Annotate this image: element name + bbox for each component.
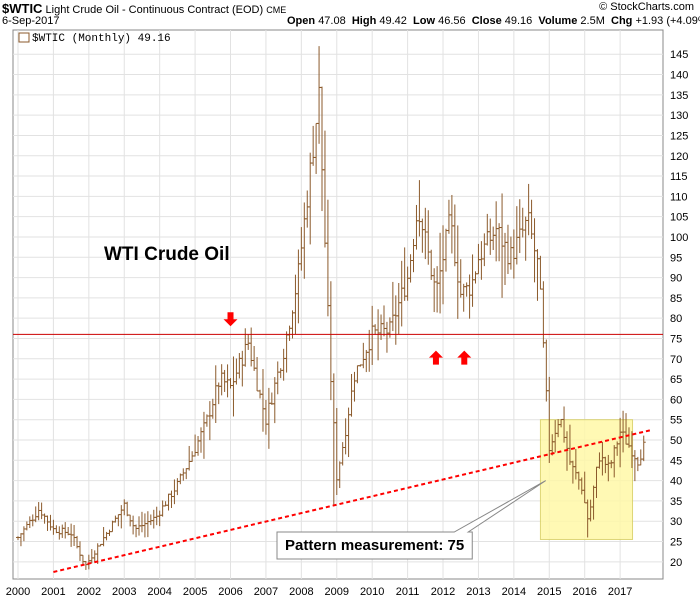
x-axis-labels: 2000 2001 2002 2003 2004 2005 2006 2007 2008 2009… (6, 586, 633, 598)
change-label: Chg (611, 15, 633, 27)
low-label: Low (413, 15, 436, 27)
y-tick-label: 55 (670, 415, 682, 427)
price-bars (16, 46, 646, 570)
header-date: 6-Sep-2017 (2, 15, 60, 27)
x-tick-label: 2003 (112, 586, 136, 598)
highlight-box (539, 419, 634, 540)
x-gridlines (17, 30, 621, 579)
y-tick-label: 135 (670, 90, 688, 102)
arrow-down-icon (223, 312, 238, 327)
arrow-up-icon (428, 350, 443, 365)
y-tick-label: 65 (670, 374, 682, 386)
annotation-text: Pattern measurement: 75 (285, 537, 464, 554)
y-tick-label: 140 (670, 70, 688, 82)
x-tick-label: 2001 (41, 586, 65, 598)
low-value: 46.56 (438, 15, 466, 27)
y-tick-label: 30 (670, 516, 682, 528)
x-tick-label: 2011 (396, 586, 420, 598)
y-tick-label: 95 (670, 252, 682, 264)
close-label: Close (471, 15, 502, 27)
plot-frame (12, 29, 664, 580)
x-tick-label: 2008 (289, 586, 313, 598)
change-value: +1.93 (+4.09%) (635, 15, 700, 27)
y-tick-label: 70 (670, 354, 682, 366)
y-tick-label: 25 (670, 537, 682, 549)
open-label: Open (287, 15, 316, 27)
x-tick-label: 2010 (360, 586, 384, 598)
x-tick-label: 2015 (537, 586, 561, 598)
y-tick-label: 145 (670, 49, 688, 61)
y-tick-label: 100 (670, 232, 688, 244)
overlay-layer (13, 333, 663, 573)
close-value: 49.16 (504, 15, 533, 27)
highlight-layer (539, 419, 634, 540)
y-tick-label: 50 (670, 435, 682, 447)
y-tick-label: 120 (670, 151, 688, 163)
high-value: 49.42 (379, 15, 407, 27)
arrow-markers (223, 312, 472, 365)
x-tick-label: 2004 (147, 586, 171, 598)
y-tick-label: 115 (670, 171, 688, 183)
x-tick-label: 2017 (608, 586, 632, 598)
y-tick-label: 60 (670, 394, 682, 406)
y-tick-label: 40 (670, 476, 682, 488)
stockcharts-brand: © StockCharts.com (599, 1, 694, 13)
y-tick-label: 80 (670, 313, 682, 325)
chart-header: $WTIC Light Crude Oil - Continuous Contr… (0, 0, 700, 30)
x-tick-label: 2000 (6, 586, 30, 598)
legend-swatch (18, 32, 30, 43)
y-tick-label: 125 (670, 130, 688, 142)
open-value: 47.08 (318, 15, 346, 27)
y-tick-label: 45 (670, 455, 682, 467)
legend: $WTIC (Monthly) 49.16 (18, 32, 171, 45)
x-tick-label: 2007 (254, 586, 278, 598)
x-tick-label: 2006 (218, 586, 242, 598)
y-tick-label: 130 (670, 110, 688, 122)
volume-value: 2.5M (580, 15, 605, 27)
volume-label: Volume (538, 15, 578, 27)
x-tick-label: 2009 (325, 586, 349, 598)
annotation-callout (276, 480, 547, 560)
high-label: High (351, 15, 377, 27)
y-tick-label: 90 (670, 273, 682, 285)
x-tick-label: 2013 (466, 586, 490, 598)
x-tick-label: 2014 (502, 586, 526, 598)
dashed-trendline (53, 428, 653, 573)
ticker-description: Light Crude Oil - Continuous Contract (E… (45, 4, 264, 16)
arrow-up-icon (457, 350, 472, 365)
x-tick-label: 2005 (183, 586, 207, 598)
ticker-symbol: $WTIC (2, 1, 43, 16)
y-tick-label: 110 (670, 191, 688, 203)
pattern-annotation: Pattern measurement: 75 (276, 480, 547, 560)
y-gridlines (13, 53, 663, 563)
y-tick-label: 75 (670, 333, 682, 345)
ohlc-readout: Open 47.08 High 49.42 Low 46.56 Close 49… (287, 15, 700, 27)
y-tick-label: 35 (670, 496, 682, 508)
y-tick-label: 85 (670, 293, 682, 305)
x-tick-label: 2002 (77, 586, 101, 598)
legend-label: $WTIC (Monthly) 49.16 (32, 33, 171, 45)
x-tick-label: 2016 (572, 586, 596, 598)
y-tick-label: 105 (670, 212, 688, 224)
y-axis-labels: 20 25 30 35 40 45 50 55 60 65 70 75 80 85 90 95 100 105 11… (670, 49, 688, 569)
exchange-label: CME (266, 5, 287, 15)
chart-title: WTI Crude Oil (104, 244, 230, 265)
x-tick-label: 2012 (431, 586, 455, 598)
y-tick-label: 20 (670, 557, 682, 569)
header-title-row: $WTIC Light Crude Oil - Continuous Contr… (2, 1, 286, 16)
